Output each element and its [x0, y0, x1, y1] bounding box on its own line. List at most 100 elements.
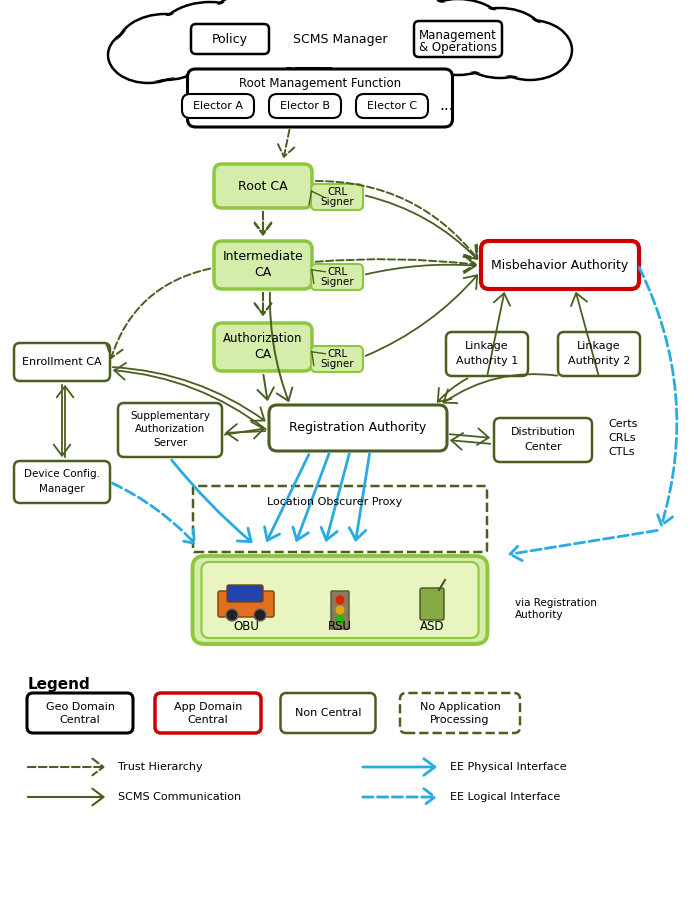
Circle shape — [335, 605, 344, 614]
Text: Authorization: Authorization — [223, 332, 302, 346]
Ellipse shape — [207, 0, 313, 72]
Text: Linkage: Linkage — [578, 341, 621, 351]
Text: Center: Center — [524, 442, 562, 452]
Text: Certs: Certs — [608, 419, 638, 429]
Bar — [155, 29, 533, 67]
Circle shape — [335, 595, 344, 604]
Text: Registration Authority: Registration Authority — [289, 421, 426, 434]
FancyBboxPatch shape — [214, 164, 312, 208]
Text: No Application: No Application — [419, 702, 500, 712]
Text: CRL: CRL — [327, 267, 347, 277]
Ellipse shape — [157, 4, 263, 76]
Ellipse shape — [255, 0, 365, 68]
FancyBboxPatch shape — [281, 693, 375, 733]
Text: EE Physical Interface: EE Physical Interface — [450, 762, 566, 772]
Text: CA: CA — [254, 266, 272, 278]
FancyBboxPatch shape — [269, 94, 341, 118]
Text: Elector C: Elector C — [367, 101, 417, 111]
FancyBboxPatch shape — [446, 332, 528, 376]
Text: OBU: OBU — [233, 621, 259, 633]
FancyBboxPatch shape — [27, 693, 133, 733]
Text: Misbehavior Authority: Misbehavior Authority — [491, 258, 629, 271]
FancyBboxPatch shape — [155, 693, 261, 733]
FancyBboxPatch shape — [182, 94, 254, 118]
FancyBboxPatch shape — [400, 693, 520, 733]
Text: Server: Server — [153, 438, 187, 448]
Bar — [148, 25, 538, 70]
Text: Authorization: Authorization — [135, 424, 205, 434]
Text: Geo Domain: Geo Domain — [46, 702, 115, 712]
Text: Signer: Signer — [320, 359, 354, 369]
Ellipse shape — [454, 10, 546, 76]
Text: Intermediate: Intermediate — [223, 250, 303, 264]
Ellipse shape — [205, 0, 315, 74]
Text: Root Management Function: Root Management Function — [239, 77, 401, 90]
Circle shape — [335, 615, 344, 624]
Text: CRLs: CRLs — [608, 433, 636, 443]
Text: Signer: Signer — [320, 277, 354, 287]
FancyBboxPatch shape — [311, 264, 363, 290]
Text: App Domain: App Domain — [174, 702, 242, 712]
Text: CA: CA — [254, 348, 272, 360]
Text: Elector A: Elector A — [193, 101, 243, 111]
FancyBboxPatch shape — [218, 591, 274, 617]
Ellipse shape — [302, 0, 418, 72]
Ellipse shape — [357, 0, 463, 72]
FancyBboxPatch shape — [331, 591, 349, 629]
Text: Processing: Processing — [430, 715, 490, 725]
FancyBboxPatch shape — [193, 556, 487, 644]
Ellipse shape — [490, 22, 570, 78]
Text: Signer: Signer — [320, 197, 354, 207]
Text: Authority: Authority — [515, 610, 564, 620]
FancyBboxPatch shape — [191, 24, 269, 54]
FancyBboxPatch shape — [202, 562, 479, 638]
Ellipse shape — [257, 0, 363, 66]
Text: Authority 1: Authority 1 — [456, 356, 518, 366]
Text: Central: Central — [188, 715, 228, 725]
Text: Elector B: Elector B — [280, 101, 330, 111]
Ellipse shape — [155, 2, 265, 78]
Text: Distribution: Distribution — [510, 427, 575, 437]
Text: ...: ... — [440, 98, 454, 114]
Circle shape — [226, 609, 238, 621]
FancyBboxPatch shape — [188, 69, 452, 127]
Ellipse shape — [117, 14, 213, 80]
Text: RSU: RSU — [328, 621, 352, 633]
Text: & Operations: & Operations — [419, 41, 497, 54]
Text: SCMS Manager: SCMS Manager — [293, 33, 387, 46]
FancyBboxPatch shape — [494, 418, 592, 462]
FancyBboxPatch shape — [558, 332, 640, 376]
FancyBboxPatch shape — [214, 323, 312, 371]
Text: CRL: CRL — [327, 187, 347, 197]
Text: Location Obscurer Proxy: Location Obscurer Proxy — [267, 497, 402, 507]
Text: Supplementary: Supplementary — [130, 411, 210, 421]
Ellipse shape — [355, 0, 465, 74]
Ellipse shape — [110, 29, 186, 81]
Text: CTLs: CTLs — [608, 447, 634, 457]
FancyBboxPatch shape — [420, 588, 444, 620]
FancyBboxPatch shape — [356, 94, 428, 118]
FancyBboxPatch shape — [311, 184, 363, 210]
Text: EE Logical Interface: EE Logical Interface — [450, 792, 560, 802]
FancyBboxPatch shape — [481, 241, 639, 289]
Text: SCMS Communication: SCMS Communication — [118, 792, 241, 802]
Text: Central: Central — [60, 715, 100, 725]
FancyBboxPatch shape — [118, 403, 222, 457]
Text: Authority 2: Authority 2 — [568, 356, 630, 366]
Ellipse shape — [452, 8, 548, 78]
FancyBboxPatch shape — [14, 461, 110, 503]
Text: ASD: ASD — [420, 621, 444, 633]
Text: CRL: CRL — [327, 349, 347, 359]
FancyBboxPatch shape — [227, 585, 263, 602]
Circle shape — [254, 609, 266, 621]
Ellipse shape — [488, 20, 572, 80]
Ellipse shape — [300, 0, 420, 74]
Ellipse shape — [119, 16, 211, 78]
Ellipse shape — [108, 27, 188, 83]
FancyBboxPatch shape — [311, 346, 363, 372]
FancyBboxPatch shape — [269, 405, 447, 451]
Text: Trust Hierarchy: Trust Hierarchy — [118, 762, 202, 772]
Text: Manager: Manager — [39, 484, 85, 494]
Text: Device Config.: Device Config. — [24, 469, 100, 479]
Text: Policy: Policy — [212, 33, 248, 46]
